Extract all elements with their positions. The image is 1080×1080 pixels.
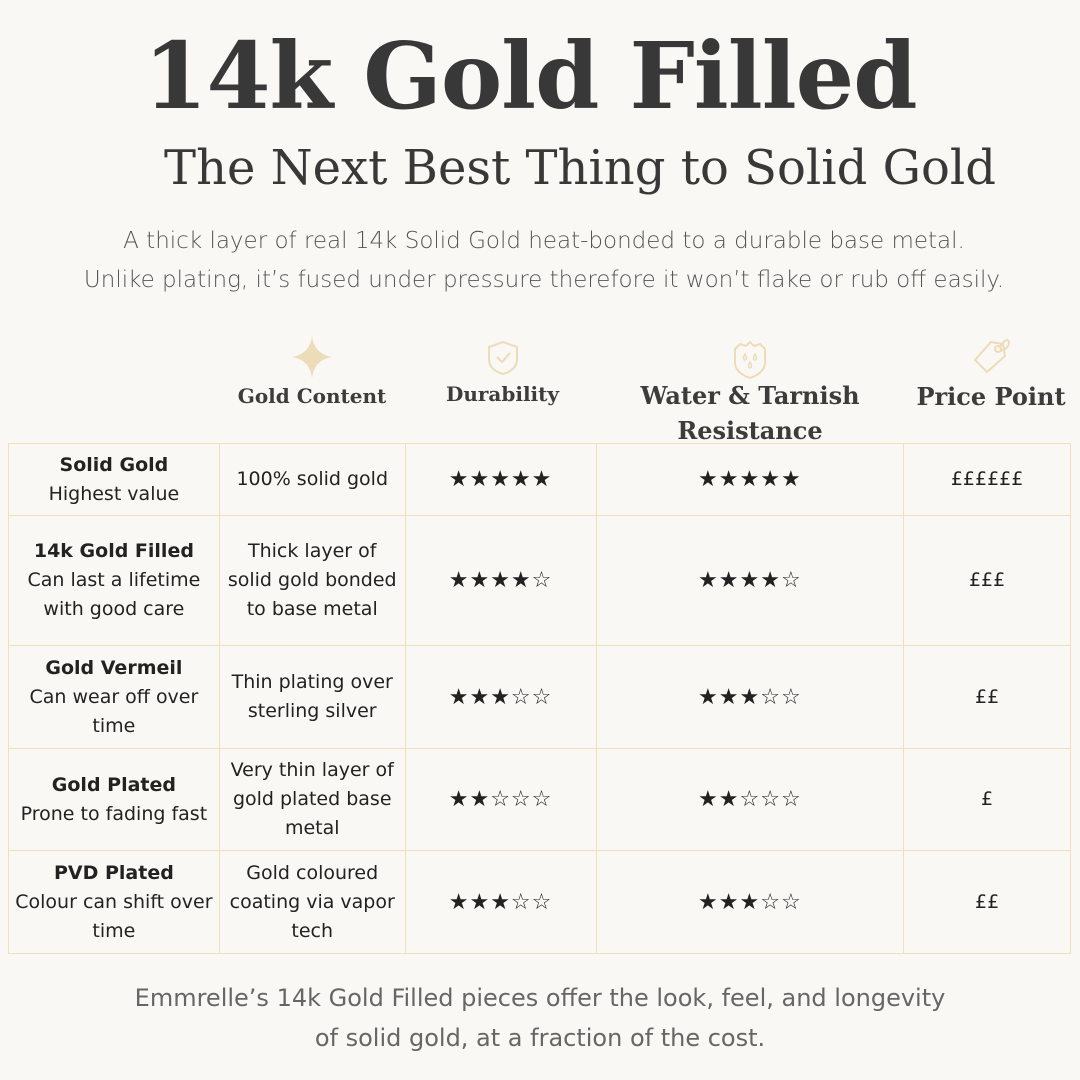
durability-cell: ★★☆☆☆ — [404, 748, 597, 851]
page-subtitle: The Next Best Thing to Solid Gold — [164, 140, 996, 196]
resistance-rating: ★★★☆☆ — [698, 889, 802, 915]
resistance-rating: ★★★★☆ — [698, 568, 802, 593]
material-cell: 14k Gold Filled Can last a lifetime with … — [8, 515, 220, 646]
price-cell: £ — [903, 748, 1071, 851]
material-description: Can wear off over time — [29, 685, 199, 737]
material-description: Colour can shift over time — [15, 890, 213, 942]
material-name: Gold Vermeil — [45, 656, 183, 679]
header-water-tarnish: Water & Tarnish Resistance — [600, 340, 900, 448]
header-gold-content: Gold Content — [222, 336, 402, 408]
price-rating: ££££££ — [950, 468, 1024, 490]
table-row: 14k Gold Filled Can last a lifetime with … — [8, 515, 1071, 646]
footer-line: of solid gold, at a fraction of the cost… — [314, 1024, 766, 1052]
material-name: Gold Plated — [51, 773, 176, 796]
column-label: Price Point — [916, 382, 1066, 411]
footer-line: Emmrelle’s 14k Gold Filled pieces offer … — [134, 984, 946, 1012]
gold-content-text: Very thin layer of gold plated base meta… — [230, 759, 394, 839]
price-rating: ££ — [975, 890, 1000, 913]
durability-cell: ★★★☆☆ — [404, 645, 597, 749]
gold-content-cell: 100% solid gold — [218, 443, 406, 516]
table-row: PVD Plated Colour can shift over time Gold… — [8, 850, 1071, 954]
price-rating: £ — [981, 788, 994, 810]
material-cell: Gold Plated Prone to fading fast — [8, 748, 220, 851]
durability-cell: ★★★☆☆ — [404, 850, 597, 954]
price-rating: £££ — [968, 569, 1006, 591]
intro-line: A thick layer of real 14k Solid Gold hea… — [123, 228, 965, 254]
price-cell: £££ — [903, 515, 1071, 646]
material-description: Prone to fading fast — [20, 802, 208, 825]
gold-content-cell: Gold coloured coating via vapor tech — [218, 850, 406, 954]
column-label: Water & Tarnish Resistance — [640, 381, 860, 445]
gold-content-text: Gold coloured coating via vapor tech — [229, 861, 395, 942]
column-label: Durability — [445, 382, 560, 406]
shield-droplets-icon — [734, 340, 766, 380]
resistance-rating: ★★★★★ — [698, 467, 802, 492]
durability-cell: ★★★★☆ — [404, 515, 597, 646]
resistance-rating: ★★★☆☆ — [698, 684, 802, 710]
comparison-table: Solid Gold Highest value 100% solid gold ★★… — [8, 443, 1071, 954]
price-rating: ££ — [975, 685, 1000, 708]
durability-rating: ★★☆☆☆ — [448, 787, 553, 812]
material-name: Solid Gold — [59, 453, 169, 476]
sparkle-icon — [292, 336, 332, 378]
resistance-cell: ★★☆☆☆ — [595, 748, 905, 851]
gold-content-cell: Thin plating over sterling silver — [218, 645, 406, 749]
gold-content-text: 100% solid gold — [236, 468, 389, 490]
price-cell: ££ — [903, 645, 1071, 749]
durability-rating: ★★★☆☆ — [448, 684, 553, 710]
table-row: Solid Gold Highest value 100% solid gold ★★… — [8, 443, 1071, 516]
gold-content-cell: Thick layer of solid gold bonded to base… — [218, 515, 406, 646]
resistance-cell: ★★★★☆ — [595, 515, 905, 646]
durability-rating: ★★★★☆ — [448, 568, 553, 593]
gold-content-cell: Very thin layer of gold plated base meta… — [218, 748, 406, 851]
resistance-rating: ★★☆☆☆ — [698, 787, 802, 812]
material-description: Highest value — [48, 482, 180, 505]
price-cell: ££££££ — [903, 443, 1071, 516]
material-description: Can last a lifetime with good care — [27, 569, 201, 620]
material-cell: PVD Plated Colour can shift over time — [8, 850, 220, 954]
column-label: Gold Content — [237, 384, 387, 408]
table-row: Gold Vermeil Can wear off over time Thin p… — [8, 645, 1071, 749]
resistance-cell: ★★★☆☆ — [595, 645, 905, 749]
gold-content-text: Thin plating over sterling silver — [231, 671, 393, 722]
price-cell: ££ — [903, 850, 1071, 954]
durability-cell: ★★★★★ — [404, 443, 597, 516]
footer-text: Emmrelle’s 14k Gold Filled pieces offer … — [0, 978, 1080, 1058]
durability-rating: ★★★★★ — [448, 467, 553, 492]
resistance-cell: ★★★★★ — [595, 443, 905, 516]
material-cell: Solid Gold Highest value — [8, 443, 220, 516]
gold-content-text: Thick layer of solid gold bonded to base… — [227, 540, 397, 620]
table-row: Gold Plated Prone to fading fast Very thin… — [8, 748, 1071, 851]
material-name: 14k Gold Filled — [33, 540, 194, 562]
header-price-point: Price Point — [906, 336, 1076, 411]
price-tag-icon — [973, 339, 1011, 374]
page-title: 14k Gold Filled — [143, 22, 917, 130]
resistance-cell: ★★★☆☆ — [595, 850, 905, 954]
material-cell: Gold Vermeil Can wear off over time — [8, 645, 220, 749]
shield-check-icon — [487, 340, 518, 376]
header-durability: Durability — [415, 340, 590, 406]
intro-line: Unlike plating, it’s fused under pressur… — [83, 267, 1005, 293]
durability-rating: ★★★☆☆ — [448, 889, 553, 915]
material-name: PVD Plated — [53, 861, 174, 884]
intro-text: A thick layer of real 14k Solid Gold hea… — [0, 222, 1080, 300]
